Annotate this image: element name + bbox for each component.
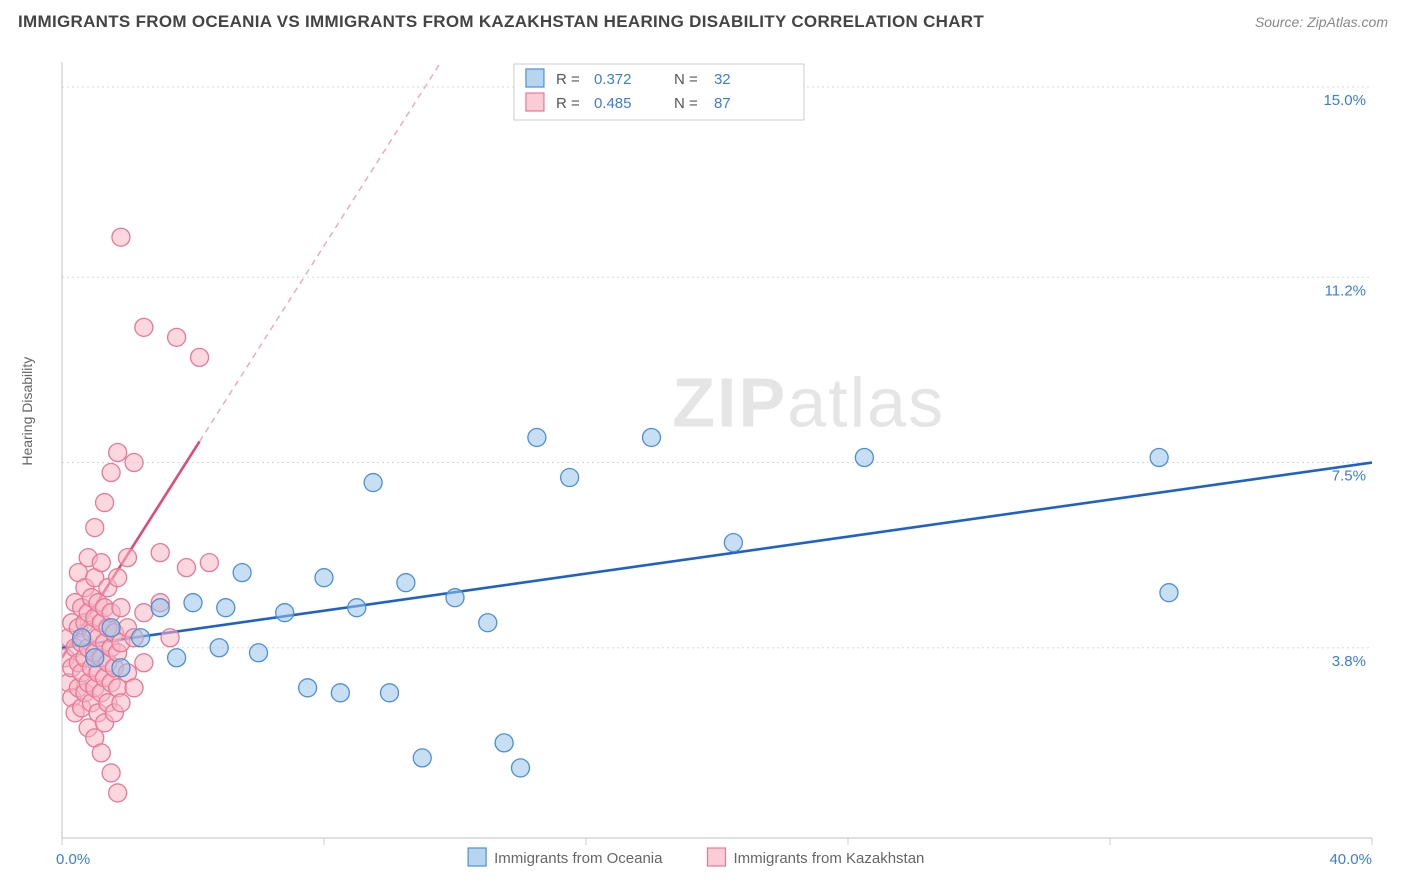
data-point-kazakhstan <box>135 604 153 622</box>
legend-swatch <box>526 69 544 87</box>
data-point-kazakhstan <box>125 679 143 697</box>
data-point-kazakhstan <box>92 554 110 572</box>
legend-swatch <box>468 848 486 866</box>
x-max-label: 40.0% <box>1329 851 1372 868</box>
legend-n-value: 87 <box>714 95 731 112</box>
x-min-label: 0.0% <box>56 851 90 868</box>
data-point-oceania <box>381 684 399 702</box>
legend-n-label: N = <box>674 71 698 88</box>
data-point-oceania <box>112 659 130 677</box>
data-point-oceania <box>495 734 513 752</box>
legend-n-value: 32 <box>714 71 731 88</box>
trend-line <box>62 463 1372 648</box>
data-point-oceania <box>413 749 431 767</box>
data-point-oceania <box>315 569 333 587</box>
y-tick-label: 15.0% <box>1323 92 1366 109</box>
data-point-oceania <box>397 574 415 592</box>
data-point-oceania <box>86 649 104 667</box>
source-prefix: Source: <box>1255 14 1307 30</box>
data-point-oceania <box>250 644 268 662</box>
data-point-oceania <box>184 594 202 612</box>
data-point-oceania <box>73 629 91 647</box>
data-point-oceania <box>348 599 366 617</box>
data-point-kazakhstan <box>135 318 153 336</box>
correlation-scatter-chart: Hearing Disability 3.8% 7.5% 11.2% 15.0% 0.0%… <box>10 40 1396 882</box>
legend-n-label: N = <box>674 95 698 112</box>
data-point-kazakhstan <box>112 228 130 246</box>
data-point-oceania <box>331 684 349 702</box>
legend-r-value: 0.485 <box>594 95 632 112</box>
data-point-kazakhstan <box>191 348 209 366</box>
data-point-oceania <box>446 589 464 607</box>
data-point-oceania <box>168 649 186 667</box>
y-axis-title: Hearing Disability <box>19 357 35 466</box>
data-point-kazakhstan <box>200 554 218 572</box>
legend-swatch <box>708 848 726 866</box>
watermark: ZIPatlas <box>672 364 945 442</box>
data-point-kazakhstan <box>177 559 195 577</box>
data-point-kazakhstan <box>119 549 137 567</box>
data-point-kazakhstan <box>151 544 169 562</box>
data-point-kazakhstan <box>135 654 153 672</box>
source-name: ZipAtlas.com <box>1307 14 1388 30</box>
data-point-oceania <box>855 449 873 467</box>
legend-series-label: Immigrants from Oceania <box>494 850 663 867</box>
data-point-oceania <box>299 679 317 697</box>
data-point-oceania <box>643 428 661 446</box>
data-point-oceania <box>132 629 150 647</box>
data-point-kazakhstan <box>161 629 179 647</box>
data-point-kazakhstan <box>109 444 127 462</box>
data-point-oceania <box>217 599 235 617</box>
chart-title: IMMIGRANTS FROM OCEANIA VS IMMIGRANTS FR… <box>18 12 984 32</box>
data-point-kazakhstan <box>92 744 110 762</box>
y-tick-label: 7.5% <box>1332 468 1366 485</box>
data-point-oceania <box>528 428 546 446</box>
data-point-oceania <box>479 614 497 632</box>
trend-line-extrapolated <box>200 40 521 441</box>
data-point-oceania <box>210 639 228 657</box>
legend-r-value: 0.372 <box>594 71 632 88</box>
legend-r-label: R = <box>556 71 580 88</box>
data-point-kazakhstan <box>109 784 127 802</box>
data-point-kazakhstan <box>112 599 130 617</box>
data-point-oceania <box>151 599 169 617</box>
data-point-kazakhstan <box>86 519 104 537</box>
data-point-oceania <box>1150 449 1168 467</box>
source-attribution: Source: ZipAtlas.com <box>1255 14 1388 32</box>
legend-swatch <box>526 93 544 111</box>
data-point-kazakhstan <box>96 494 114 512</box>
data-point-kazakhstan <box>168 328 186 346</box>
data-point-oceania <box>512 759 530 777</box>
data-point-oceania <box>364 474 382 492</box>
data-point-kazakhstan <box>102 464 120 482</box>
data-point-oceania <box>102 619 120 637</box>
legend-r-label: R = <box>556 95 580 112</box>
y-tick-label: 3.8% <box>1332 653 1366 670</box>
data-point-kazakhstan <box>109 569 127 587</box>
data-point-oceania <box>561 469 579 487</box>
data-point-oceania <box>724 534 742 552</box>
data-point-oceania <box>276 604 294 622</box>
data-point-kazakhstan <box>112 694 130 712</box>
data-point-oceania <box>1160 584 1178 602</box>
data-point-kazakhstan <box>125 454 143 472</box>
data-point-kazakhstan <box>102 764 120 782</box>
data-point-oceania <box>233 564 251 582</box>
legend-series-label: Immigrants from Kazakhstan <box>734 850 925 867</box>
y-tick-label: 11.2% <box>1325 282 1366 299</box>
